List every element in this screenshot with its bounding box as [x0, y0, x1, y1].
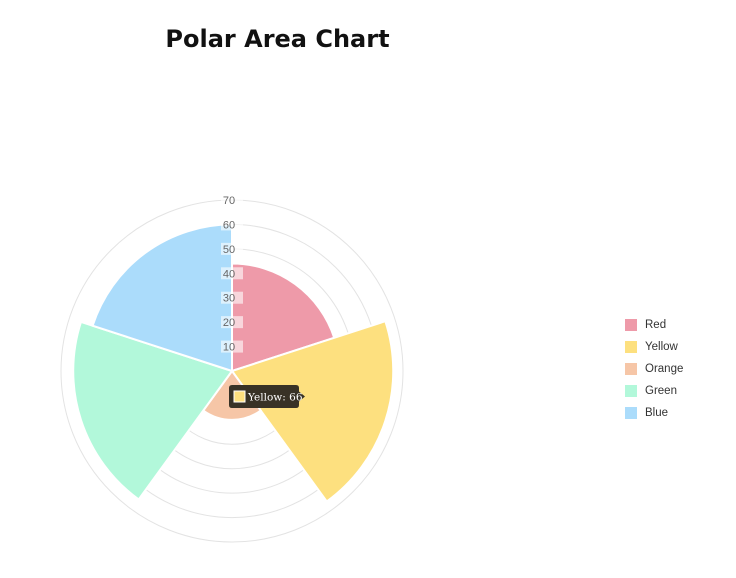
slices — [72, 223, 395, 503]
tick-backdrop-10 — [221, 340, 243, 353]
tick-label-20: 20 — [223, 317, 235, 329]
legend-swatch-red — [625, 319, 637, 331]
tick-backdrop-70 — [221, 194, 243, 206]
legend-item-orange[interactable]: Orange — [625, 358, 683, 380]
slice-blue[interactable] — [91, 223, 233, 373]
tick-label-50: 50 — [223, 244, 235, 256]
legend-swatch-yellow — [625, 341, 637, 353]
legend-swatch-orange — [625, 363, 637, 375]
tooltip: Yellow: 66 — [229, 385, 305, 408]
tick-label-30: 30 — [223, 293, 235, 305]
tick-backdrop-60 — [221, 218, 243, 231]
legend-label-red: Red — [645, 319, 667, 331]
tick-backdrop-30 — [221, 291, 243, 304]
legend: Red Yellow Orange Green Blue — [625, 314, 683, 424]
slice-green[interactable] — [72, 320, 234, 501]
legend-item-red[interactable]: Red — [625, 314, 683, 336]
tooltip-label: Yellow: 66 — [247, 392, 303, 404]
legend-item-blue[interactable]: Blue — [625, 402, 683, 424]
slice-yellow[interactable] — [230, 319, 395, 503]
legend-item-yellow[interactable]: Yellow — [625, 336, 683, 358]
radial-ticks: 10 20 30 40 50 60 70 — [221, 194, 243, 354]
tick-label-40: 40 — [223, 268, 235, 280]
tooltip-swatch — [233, 390, 246, 403]
legend-label-yellow: Yellow — [645, 341, 678, 353]
tick-backdrop-50 — [221, 242, 243, 255]
tooltip-box — [229, 385, 305, 408]
tick-label-70: 70 — [223, 195, 235, 207]
tick-backdrop-40 — [221, 267, 243, 280]
legend-label-orange: Orange — [645, 363, 684, 375]
legend-label-blue: Blue — [645, 407, 669, 419]
legend-swatch-blue — [625, 407, 637, 419]
slice-red[interactable] — [231, 262, 336, 373]
chart-title: Polar Area Chart — [165, 25, 390, 53]
legend-label-green: Green — [645, 385, 677, 397]
legend-item-green[interactable]: Green — [625, 380, 683, 402]
tick-label-10: 10 — [223, 342, 235, 354]
tick-backdrop-20 — [221, 316, 243, 329]
tick-label-60: 60 — [223, 219, 235, 231]
legend-swatch-green — [625, 385, 637, 397]
